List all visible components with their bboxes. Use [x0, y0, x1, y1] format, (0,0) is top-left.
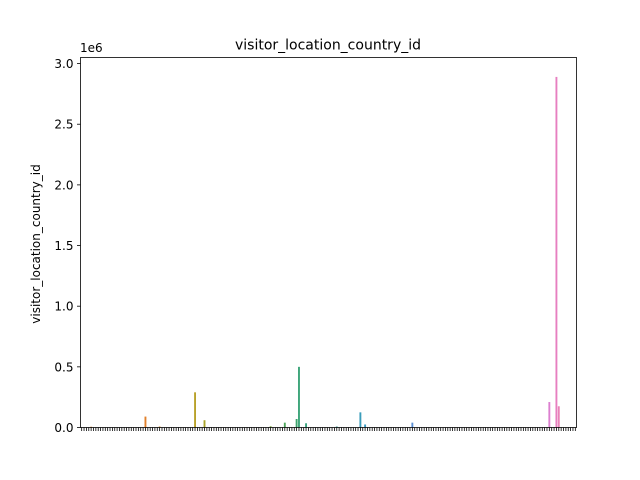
y-tick-label-4: 2.0	[54, 178, 73, 192]
bar-48	[194, 392, 196, 428]
bar-108	[335, 426, 338, 428]
y-tick-label-0: 0.0	[54, 421, 73, 435]
x-ticks-group	[81, 427, 576, 431]
bars-group	[90, 76, 560, 428]
y-offset-label: 1e6	[80, 41, 103, 55]
bar-92	[298, 366, 300, 428]
bar-202	[557, 406, 560, 428]
y-ticks-group: 0.0 0.5 1.0 1.5 2.0 2.5 3.0	[54, 57, 81, 435]
y-tick-label-6: 3.0	[54, 57, 73, 71]
bar-118	[359, 412, 362, 428]
bar-201	[555, 76, 558, 428]
y-tick-label-1: 0.5	[54, 360, 73, 374]
y-tick-label-5: 2.5	[54, 118, 73, 132]
bar-86	[283, 422, 286, 428]
bar-120	[364, 424, 367, 428]
y-tick-label-2: 1.0	[54, 300, 73, 314]
bar-91	[295, 419, 298, 428]
chart-title: visitor_location_country_id	[235, 38, 421, 54]
bar-140	[411, 422, 414, 428]
bar-52	[203, 420, 206, 428]
plot-frame	[80, 57, 577, 428]
y-axis-label: visitor_location_country_id	[29, 164, 43, 323]
y-tick-label-3: 1.5	[54, 239, 73, 253]
bar-95	[305, 423, 308, 428]
bar-80	[269, 426, 272, 428]
bar-198	[548, 402, 551, 428]
bar-27	[144, 416, 147, 428]
bar-33	[158, 426, 161, 428]
